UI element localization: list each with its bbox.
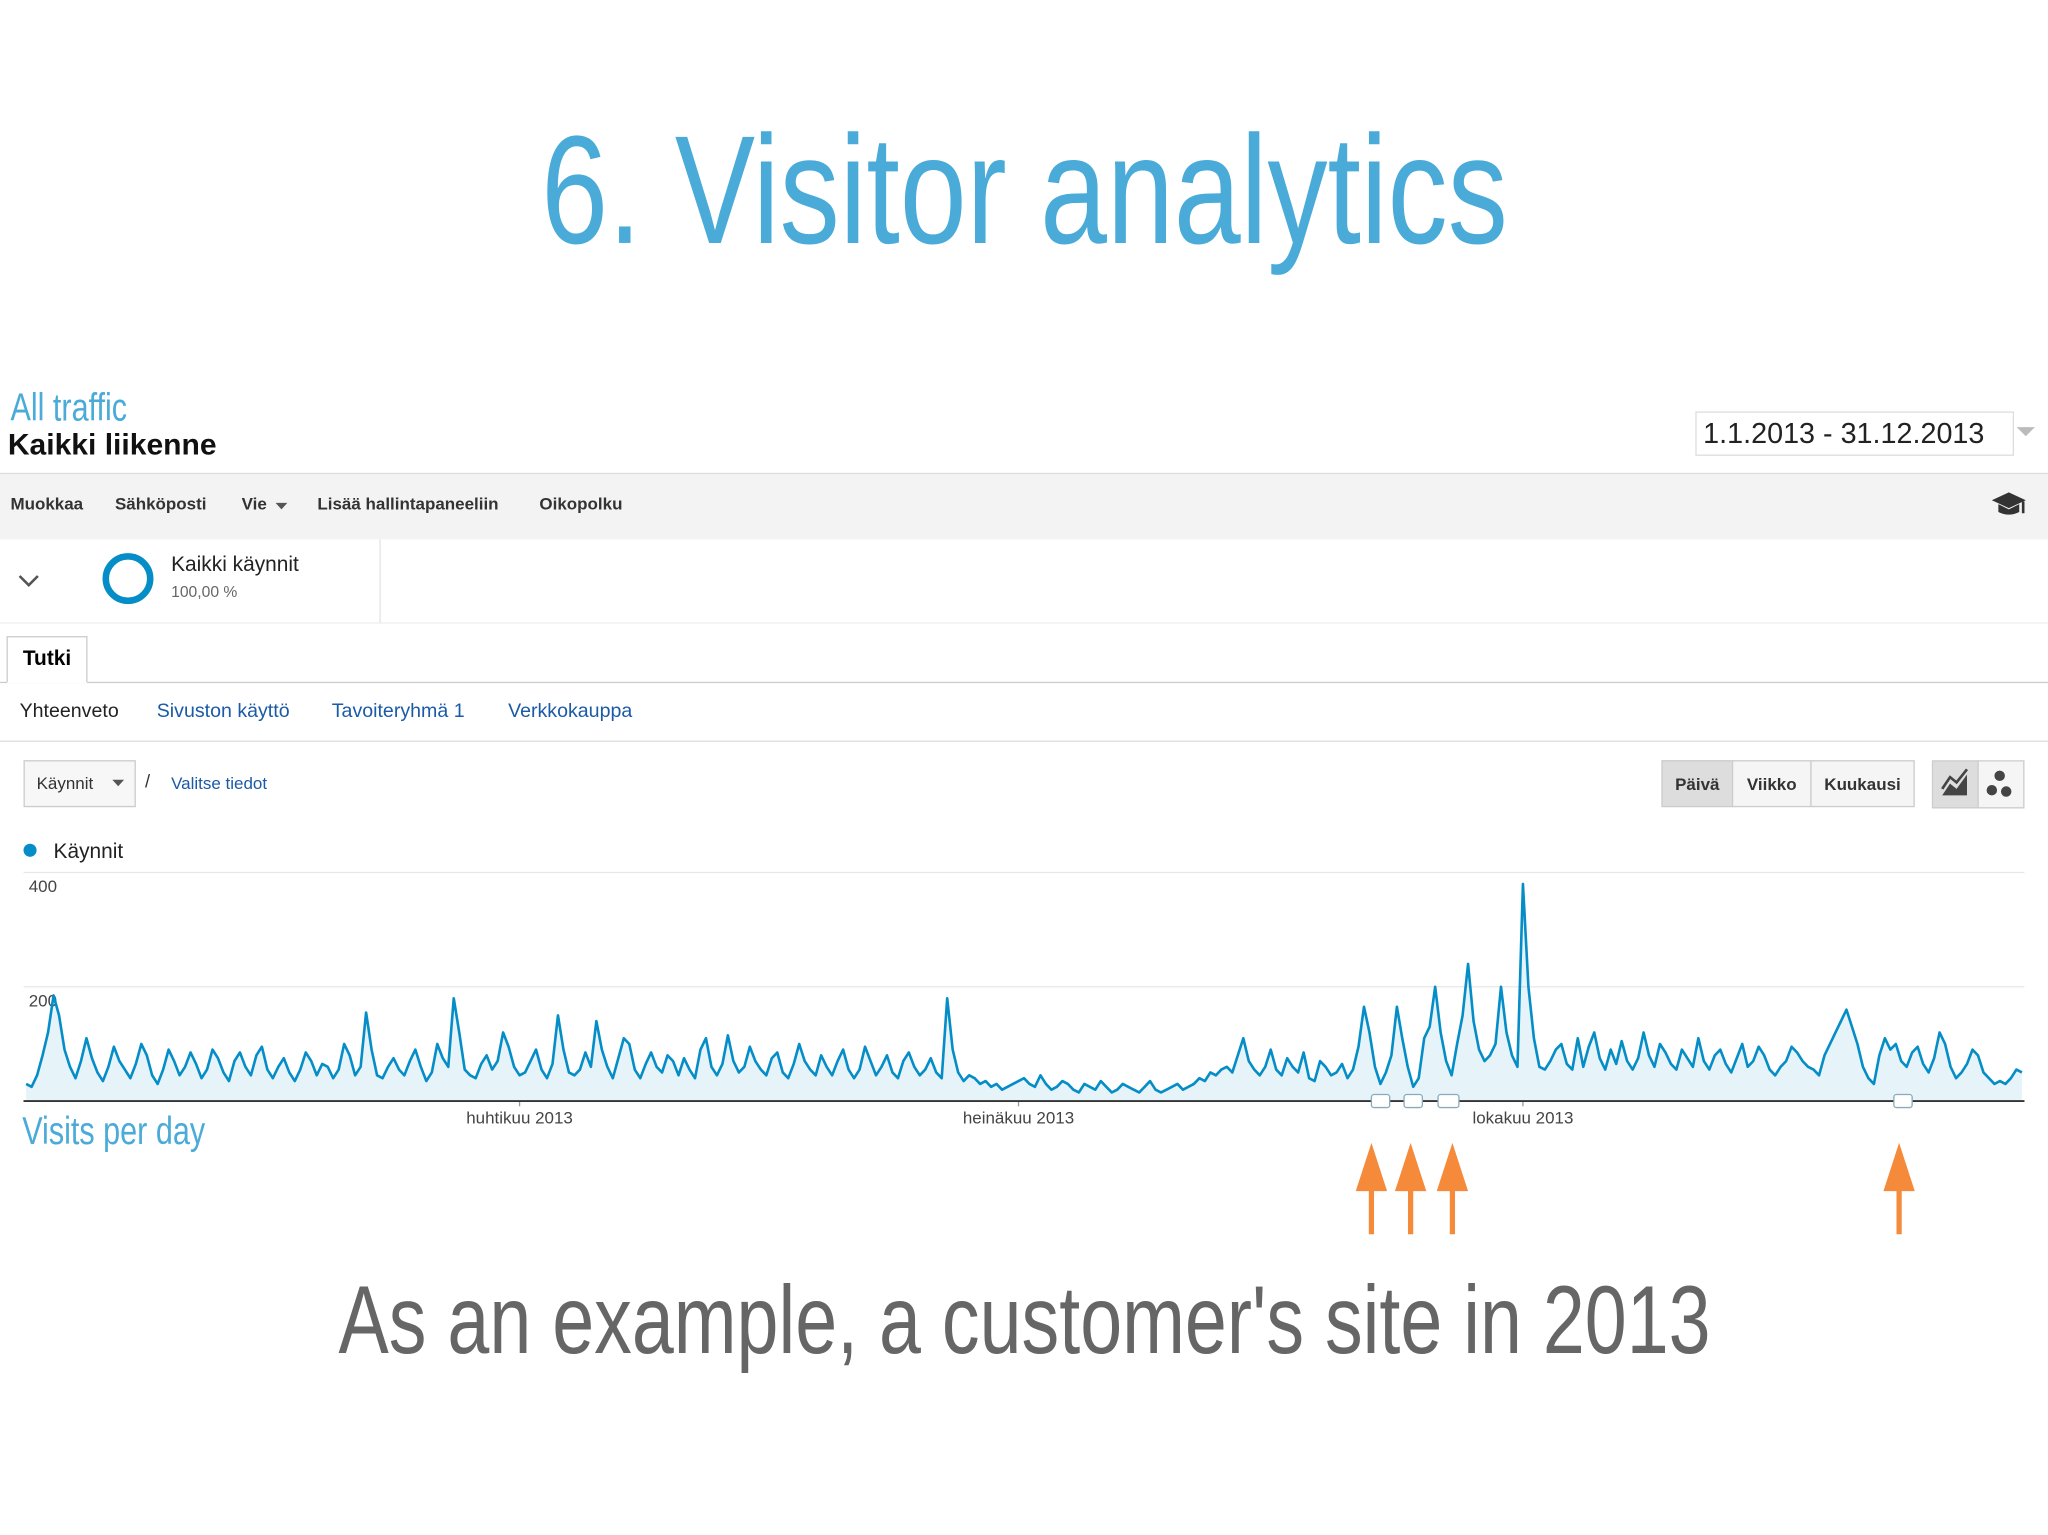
subtab[interactable]: Sivuston käyttö xyxy=(156,700,290,723)
subtab[interactable]: Tavoiteryhmä 1 xyxy=(331,700,465,723)
slide-title: 6. Visitor analytics xyxy=(540,104,1508,277)
caption: As an example, a customer's site in 2013 xyxy=(337,1265,1711,1375)
tab[interactable]: Tutki xyxy=(6,636,88,684)
segment-row xyxy=(0,539,2048,624)
toolbar xyxy=(0,472,2048,540)
annotation: Visits per day xyxy=(22,1110,256,1154)
y-tick-label: 400 xyxy=(29,877,57,896)
segment-name: Kaikki käynnit xyxy=(171,553,299,576)
select-data[interactable]: Valitse tiedot xyxy=(171,773,268,793)
x-tick-label: lokakuu 2013 xyxy=(1472,1108,1573,1127)
segment-share: 100,00 % xyxy=(171,582,238,601)
chart-type-buttons[interactable] xyxy=(1931,760,2026,809)
academy-icon[interactable] xyxy=(1989,490,2028,519)
divider xyxy=(0,740,2048,742)
caption-wrap: As an example, a customer's site in 2013 xyxy=(0,1264,2048,1375)
toolbar-item[interactable]: Oikopolku xyxy=(539,493,623,514)
divider xyxy=(0,681,2048,684)
date-caret xyxy=(2016,427,2035,437)
caret xyxy=(112,779,125,787)
report-title: Kaikki liikenne xyxy=(7,427,217,462)
toolbar-item[interactable]: Vie xyxy=(241,493,267,514)
annotation-markers xyxy=(1355,1093,1915,1235)
x-tick-label: heinäkuu 2013 xyxy=(963,1108,1074,1127)
title-wrap: 6. Visitor analytics xyxy=(0,102,2048,280)
area xyxy=(26,883,2022,1102)
granularity-button[interactable]: Päivä xyxy=(1661,760,1734,808)
annotation: All traffic xyxy=(10,387,160,431)
separator: / xyxy=(144,770,151,792)
date-range[interactable]: 1.1.2013 - 31.12.2013 xyxy=(1695,411,2015,456)
subtab[interactable]: Verkkokauppa xyxy=(508,700,633,723)
granularity-button[interactable]: Viikko xyxy=(1731,760,1812,808)
all-traffic: All traffic xyxy=(10,386,128,430)
toolbar-item[interactable]: Sähköposti xyxy=(114,493,207,514)
toolbar-item[interactable]: Muokkaa xyxy=(10,493,84,514)
x-tick-label: huhtikuu 2013 xyxy=(466,1108,573,1127)
caret xyxy=(275,502,288,510)
legend-label: Käynnit xyxy=(54,840,124,863)
visits-per-day: Visits per day xyxy=(22,1110,206,1154)
granularity-button[interactable]: Kuukausi xyxy=(1810,760,1915,808)
y-tick-label: 200 xyxy=(29,991,57,1010)
line xyxy=(25,882,2023,1094)
legend-marker xyxy=(23,843,37,857)
subtab[interactable]: Yhteenveto xyxy=(19,700,119,723)
toolbar-item[interactable]: Lisää hallintapaneeliin xyxy=(317,493,499,514)
